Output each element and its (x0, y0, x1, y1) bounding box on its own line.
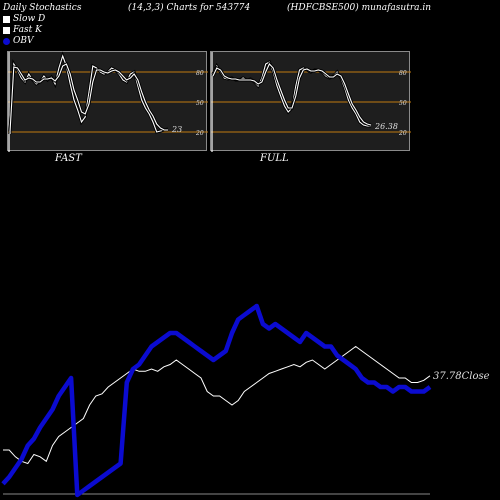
slow-d-line (9, 63, 168, 133)
full-stochastic-panel: 80 50 20 26.38 (210, 51, 411, 152)
level-tick-50: 50 (196, 100, 204, 107)
level-tick-20: 20 (398, 130, 407, 137)
slow-d-line (212, 63, 372, 126)
close-value-label: 37.78Close (433, 371, 490, 382)
close-price-line (3, 345, 431, 465)
obv-line (1, 303, 432, 498)
level-tick-80: 80 (196, 70, 204, 77)
level-tick-20: 20 (195, 130, 204, 137)
obv-swatch (3, 37, 10, 45)
fast-stochastic-plot: 80 50 20 23 (8, 51, 208, 152)
fast-k-line (9, 54, 169, 135)
legend-obv: OBV (3, 36, 34, 46)
legend-fast-k: Fast K (3, 25, 42, 35)
chart-type-title: Daily Stochastics (3, 3, 82, 13)
site-label: (HDFCBSE500) munafasutra.in (287, 3, 432, 13)
legend-obv-label: OBV (13, 36, 34, 46)
fast-panel-label: FAST (55, 153, 82, 164)
chart-params: (14,3,3) Charts for 543774 (128, 3, 251, 13)
last-value-label: 26.38 (374, 122, 398, 131)
legend-slow-d: Slow D (3, 14, 45, 24)
legend-fast-k-label: Fast K (13, 25, 42, 35)
legend-slow-d-label: Slow D (13, 14, 46, 24)
full-panel-label: FULL (260, 153, 289, 164)
level-tick-80: 80 (399, 70, 407, 77)
last-value-label: 23 (171, 125, 182, 134)
slow-d-swatch (3, 15, 10, 23)
fast-k-swatch (3, 26, 10, 34)
level-tick-50: 50 (399, 100, 407, 107)
fast-stochastic-panel: 80 50 20 23 (7, 51, 208, 152)
